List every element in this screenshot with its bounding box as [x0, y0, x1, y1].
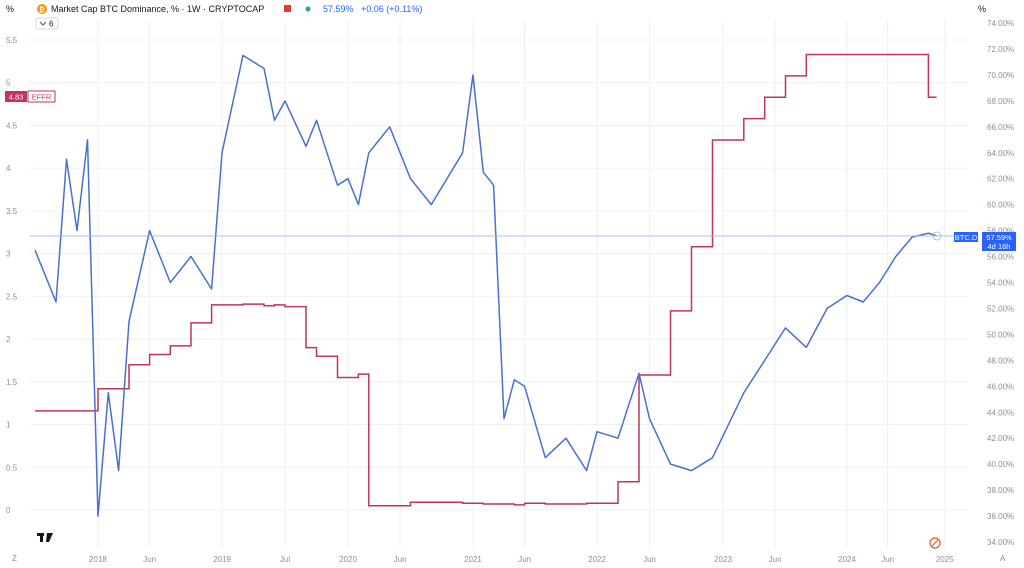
btc-tag-value: 57.59% — [986, 233, 1012, 242]
right-axis-tick: 68.00% — [987, 97, 1014, 106]
time-axis-tick: 2021 — [464, 555, 482, 564]
left-axis-tick: 1 — [6, 421, 11, 430]
zoom-control-button[interactable]: Z — [12, 554, 17, 563]
left-axis-tick: 2 — [6, 335, 11, 344]
reset-chart-icon[interactable] — [929, 537, 941, 549]
time-axis-tick: 2020 — [339, 555, 357, 564]
left-axis-tick: 0 — [6, 506, 11, 515]
right-axis-tick: 58.00% — [987, 227, 1014, 236]
left-axis-tick: 1.5 — [6, 378, 18, 387]
effr-tag-value: 4.83 — [9, 93, 24, 102]
time-axis-tick: Jun — [643, 555, 656, 564]
right-axis-tick: 60.00% — [987, 201, 1014, 210]
indicators-toggle-button[interactable]: 6 — [35, 17, 59, 30]
right-axis-tick: 54.00% — [987, 279, 1014, 288]
btc-dominance-tag: BTC.D 57.59% 4d 16h — [954, 232, 1016, 251]
left-axis-tick: 5 — [6, 79, 11, 88]
left-axis-tick: 4 — [6, 164, 11, 173]
right-axis-tick: 66.00% — [987, 123, 1014, 132]
btc-dominance-line — [34, 54, 937, 517]
time-axis: 2018 Jun 2019 Jul 2020 Jun 2021 Jun 2022 Jun 2023 J… — [89, 555, 954, 564]
current-value: 57.59% — [323, 4, 354, 14]
time-axis-tick: Jun — [881, 555, 894, 564]
time-axis-tick: 2024 — [838, 555, 856, 564]
right-axis-tick: 74.00% — [987, 19, 1014, 28]
symbol-title[interactable]: Market Cap BTC Dominance, % · 1W · CRYPT… — [51, 4, 264, 14]
effr-tag-name: EFFR — [32, 93, 52, 102]
right-axis-tick: 72.00% — [987, 45, 1014, 54]
btc-tag-name: BTC.D — [955, 233, 978, 242]
right-axis-tick: 56.00% — [987, 253, 1014, 262]
time-axis-tick: 2019 — [213, 555, 231, 564]
svg-text:₿: ₿ — [39, 6, 45, 14]
right-axis-tick: 70.00% — [987, 71, 1014, 80]
right-axis-unit-label: % — [978, 4, 986, 14]
right-axis-tick: 42.00% — [987, 434, 1014, 443]
right-axis-tick: 38.00% — [987, 486, 1014, 495]
left-axis-tick: 5.5 — [6, 36, 18, 45]
left-axis-tick: 3 — [6, 250, 11, 259]
btc-tag-countdown: 4d 16h — [988, 242, 1011, 251]
left-axis: 5.5 5 4.5 4 3.5 3 2.5 2 1.5 1 0.5 0 — [6, 36, 18, 515]
right-axis-tick: 62.00% — [987, 175, 1014, 184]
time-axis-tick: Jun — [518, 555, 531, 564]
tradingview-logo-icon — [37, 533, 53, 542]
chevron-down-icon — [39, 21, 47, 26]
effr-tag: 4.83 EFFR — [5, 90, 56, 103]
time-axis-tick: Jun — [394, 555, 407, 564]
right-axis-tick: 36.00% — [987, 512, 1014, 521]
time-axis-tick: Jun — [143, 555, 156, 564]
left-axis-tick: 3.5 — [6, 207, 18, 216]
time-axis-tick: 2022 — [588, 555, 606, 564]
btc-dominance-series — [34, 54, 937, 517]
right-axis-tick: 52.00% — [987, 304, 1014, 313]
right-axis-tick: 44.00% — [987, 408, 1014, 417]
last-point-marker — [932, 231, 942, 241]
time-axis-tick: 2018 — [89, 555, 107, 564]
indicator-count: 6 — [49, 20, 54, 29]
right-axis-tick: 64.00% — [987, 149, 1014, 158]
change-value: +0.06 (+0.11%) — [361, 4, 422, 14]
left-axis-unit-label: % — [6, 4, 14, 14]
time-axis-tick: Jun — [769, 555, 782, 564]
left-axis-tick: 4.5 — [6, 121, 18, 130]
grid — [30, 20, 968, 548]
right-axis-tick: 46.00% — [987, 382, 1014, 391]
auto-scale-button[interactable]: A — [1000, 554, 1006, 563]
right-axis: 74.00% 72.00% 70.00% 68.00% 66.00% 64.00% 62.0… — [987, 19, 1014, 547]
market-status-icon — [305, 6, 311, 12]
effr-line — [35, 53, 937, 507]
bitcoin-coin-icon: ₿ — [37, 4, 47, 14]
effr-series — [35, 53, 937, 507]
right-axis-tick: 34.00% — [987, 538, 1014, 547]
right-axis-tick: 50.00% — [987, 330, 1014, 339]
time-axis-tick: 2023 — [714, 555, 732, 564]
right-axis-tick: 48.00% — [987, 356, 1014, 365]
flag-icon[interactable] — [284, 5, 291, 12]
time-axis-tick: Jul — [280, 555, 290, 564]
left-axis-tick: 0.5 — [6, 463, 18, 472]
right-axis-tick: 40.00% — [987, 460, 1014, 469]
time-axis-tick: 2025 — [936, 555, 954, 564]
left-axis-tick: 2.5 — [6, 292, 18, 301]
